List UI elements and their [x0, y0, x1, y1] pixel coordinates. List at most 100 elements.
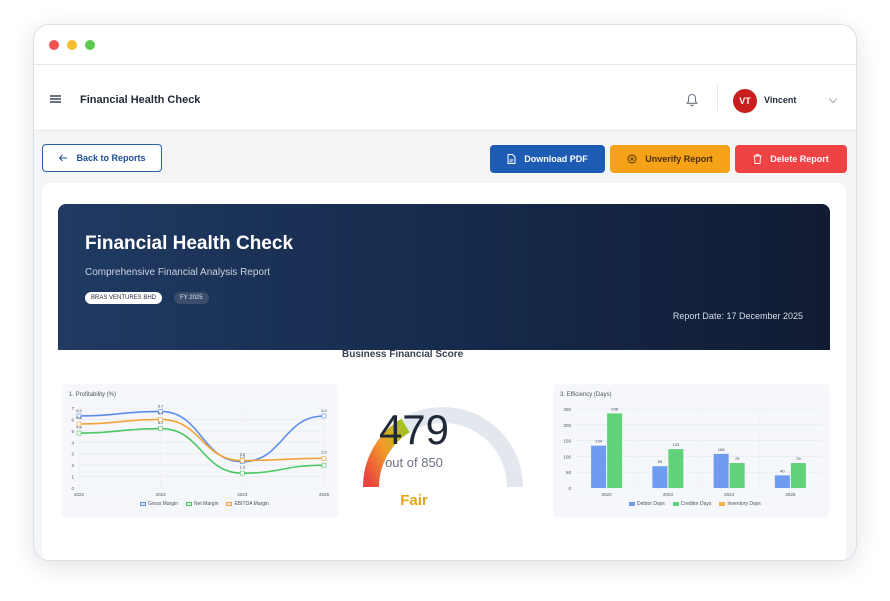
- y-tick-label: 6: [71, 417, 74, 422]
- legend-ebitda-label: EBITDA Margin: [234, 501, 268, 507]
- delete-report-button[interactable]: Delete Report: [735, 145, 847, 173]
- document-icon: [507, 154, 516, 164]
- data-label: 69: [658, 459, 663, 464]
- legend-net-label: Net Margin: [194, 501, 218, 507]
- y-tick-label: 7: [71, 406, 74, 411]
- banner-subtitle: Comprehensive Financial Analysis Report: [85, 267, 270, 278]
- download-pdf-label: Download PDF: [524, 154, 588, 164]
- minimize-window-dot[interactable]: [67, 40, 77, 50]
- window-titlebar: [34, 25, 856, 65]
- hamburger-menu-icon[interactable]: [50, 95, 61, 103]
- legend-debtor-label: Debtor Days: [637, 501, 665, 507]
- bar-creditor-days: [668, 449, 683, 488]
- bar-debtor-days: [652, 466, 667, 488]
- company-tag: BRAS VENTURES BHD: [85, 292, 162, 304]
- series-line-gross-margin: [79, 411, 324, 461]
- download-pdf-button[interactable]: Download PDF: [490, 145, 605, 173]
- user-name[interactable]: Vincent: [764, 95, 796, 105]
- profitability-legend: Gross Margin Net Margin EBITDA Margin: [140, 501, 269, 507]
- profitability-line-chart: 0123456720222023202420256.36.72.36.34.85…: [62, 384, 338, 518]
- data-label: 40: [780, 468, 785, 473]
- trash-icon: [753, 154, 762, 164]
- data-label: 236: [611, 406, 618, 411]
- unverify-report-button[interactable]: Unverify Report: [610, 145, 730, 173]
- x-tick-label: 2025: [785, 492, 796, 497]
- legend-creditor-days[interactable]: Creditor Days: [673, 501, 712, 507]
- data-label: 134: [595, 439, 602, 444]
- bar-creditor-days: [607, 413, 622, 488]
- arrow-left-icon: [58, 154, 68, 162]
- data-label: 108: [718, 447, 725, 452]
- legend-creditor-label: Creditor Days: [681, 501, 712, 507]
- app-header: Financial Health Check VT Vincent: [34, 65, 856, 131]
- ebitda-swatch: [226, 502, 232, 506]
- data-point: [322, 414, 326, 418]
- bar-debtor-days: [714, 454, 729, 488]
- data-point: [77, 431, 81, 435]
- y-tick-label: 4: [71, 440, 74, 445]
- legend-debtor-days[interactable]: Debtor Days: [629, 501, 665, 507]
- back-button-label: Back to Reports: [76, 153, 145, 163]
- data-label: 5.6: [76, 416, 81, 420]
- legend-ebitda-margin[interactable]: EBITDA Margin: [226, 501, 268, 507]
- data-label: 2.4: [240, 453, 245, 457]
- y-tick-label: 250: [563, 407, 571, 412]
- x-tick-label: 2022: [74, 492, 85, 497]
- legend-net-margin[interactable]: Net Margin: [186, 501, 218, 507]
- series-line-ebitda-margin: [79, 419, 324, 460]
- score-rating: Fair: [374, 492, 454, 509]
- gross-swatch: [140, 502, 146, 506]
- legend-inventory-days[interactable]: Inventory Days: [719, 501, 760, 507]
- efficiency-legend: Debtor Days Creditor Days Inventory Days: [629, 501, 761, 507]
- data-label: 6.3: [76, 409, 81, 413]
- report-banner: Financial Health Check Comprehensive Fin…: [58, 204, 830, 350]
- legend-inventory-label: Inventory Days: [727, 501, 760, 507]
- fiscal-year-tag: FY 2025: [174, 292, 209, 304]
- net-swatch: [186, 502, 192, 506]
- data-label: 79: [796, 456, 801, 461]
- debtor-swatch: [629, 502, 635, 506]
- data-point: [159, 417, 163, 421]
- data-label: 123: [673, 442, 680, 447]
- efficiency-chart-panel: 3. Efficiency (Days) 0501001502002502022…: [553, 384, 829, 518]
- x-tick-label: 2023: [156, 492, 167, 497]
- delete-report-label: Delete Report: [770, 154, 829, 164]
- chevron-down-icon[interactable]: [829, 95, 837, 103]
- data-label: 2.6: [321, 450, 326, 454]
- data-point: [159, 427, 163, 431]
- y-tick-label: 1: [71, 475, 74, 480]
- y-tick-label: 200: [563, 423, 571, 428]
- inventory-swatch: [719, 502, 725, 506]
- cancel-circle-icon: [627, 154, 637, 164]
- x-tick-label: 2023: [663, 492, 674, 497]
- y-tick-label: 100: [563, 454, 571, 459]
- x-tick-label: 2022: [602, 492, 613, 497]
- y-tick-label: 2: [71, 463, 74, 468]
- back-to-reports-button[interactable]: Back to Reports: [42, 144, 162, 172]
- avatar[interactable]: VT: [733, 89, 757, 113]
- data-label: 79: [735, 456, 740, 461]
- data-point: [322, 456, 326, 460]
- efficiency-bar-chart: 0501001502002502022134236202369123202410…: [553, 384, 829, 518]
- header-divider: [717, 85, 718, 111]
- legend-gross-margin[interactable]: Gross Margin: [140, 501, 178, 507]
- bar-debtor-days: [591, 446, 606, 488]
- data-label: 6.3: [321, 409, 326, 413]
- y-tick-label: 5: [71, 429, 74, 434]
- data-point: [240, 471, 244, 475]
- y-tick-label: 0: [568, 486, 571, 491]
- page-title: Financial Health Check: [80, 94, 200, 106]
- y-tick-label: 50: [566, 470, 572, 475]
- unverify-report-label: Unverify Report: [645, 154, 713, 164]
- maximize-window-dot[interactable]: [85, 40, 95, 50]
- bell-icon[interactable]: [685, 93, 699, 107]
- score-out-of: out of 850: [374, 455, 454, 470]
- data-point: [322, 463, 326, 467]
- score-title: Business Financial Score: [342, 349, 463, 360]
- close-window-dot[interactable]: [49, 40, 59, 50]
- bar-creditor-days: [791, 463, 806, 488]
- legend-gross-label: Gross Margin: [148, 501, 178, 507]
- y-tick-label: 0: [71, 486, 74, 491]
- y-tick-label: 150: [563, 439, 571, 444]
- data-label: 1.3: [240, 466, 245, 470]
